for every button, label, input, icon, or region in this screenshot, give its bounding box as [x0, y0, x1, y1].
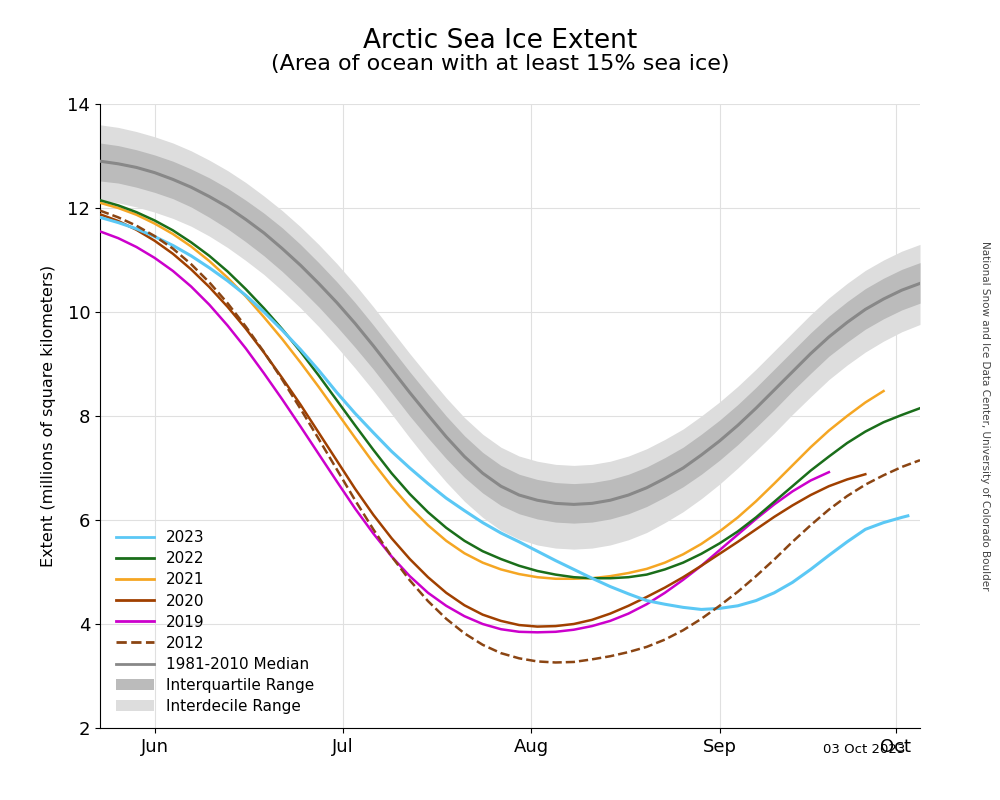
Text: National Snow and Ice Data Center, University of Colorado Boulder: National Snow and Ice Data Center, Unive… [980, 242, 990, 590]
Text: 03 Oct 2023: 03 Oct 2023 [823, 743, 905, 756]
Text: Arctic Sea Ice Extent: Arctic Sea Ice Extent [363, 28, 637, 54]
Legend: 2023, 2022, 2021, 2020, 2019, 2012, 1981-2010 Median, Interquartile Range, Inter: 2023, 2022, 2021, 2020, 2019, 2012, 1981… [116, 530, 315, 714]
Text: (Area of ocean with at least 15% sea ice): (Area of ocean with at least 15% sea ice… [271, 54, 729, 74]
Y-axis label: Extent (millions of square kilometers): Extent (millions of square kilometers) [41, 265, 56, 567]
